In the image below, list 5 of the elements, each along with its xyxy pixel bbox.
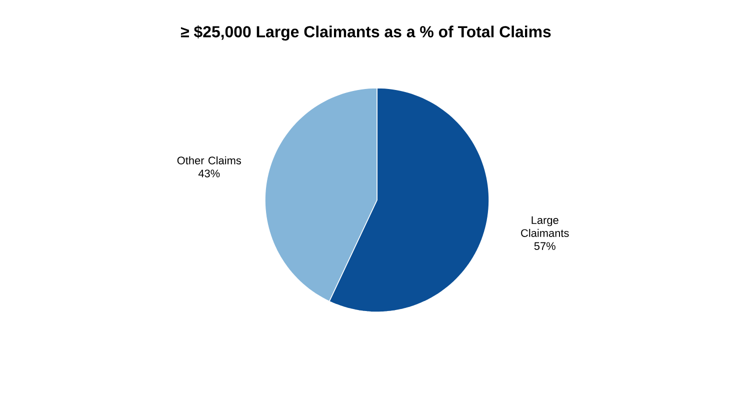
data-label: 43% xyxy=(198,170,220,178)
slice-label: Large Claimants xyxy=(521,216,569,237)
slice-label: Other Claims xyxy=(177,156,242,164)
chart-title: ≥ $25,000 Large Claimants as a % of Total Claims xyxy=(180,25,551,41)
data-label: 57% xyxy=(534,242,556,250)
